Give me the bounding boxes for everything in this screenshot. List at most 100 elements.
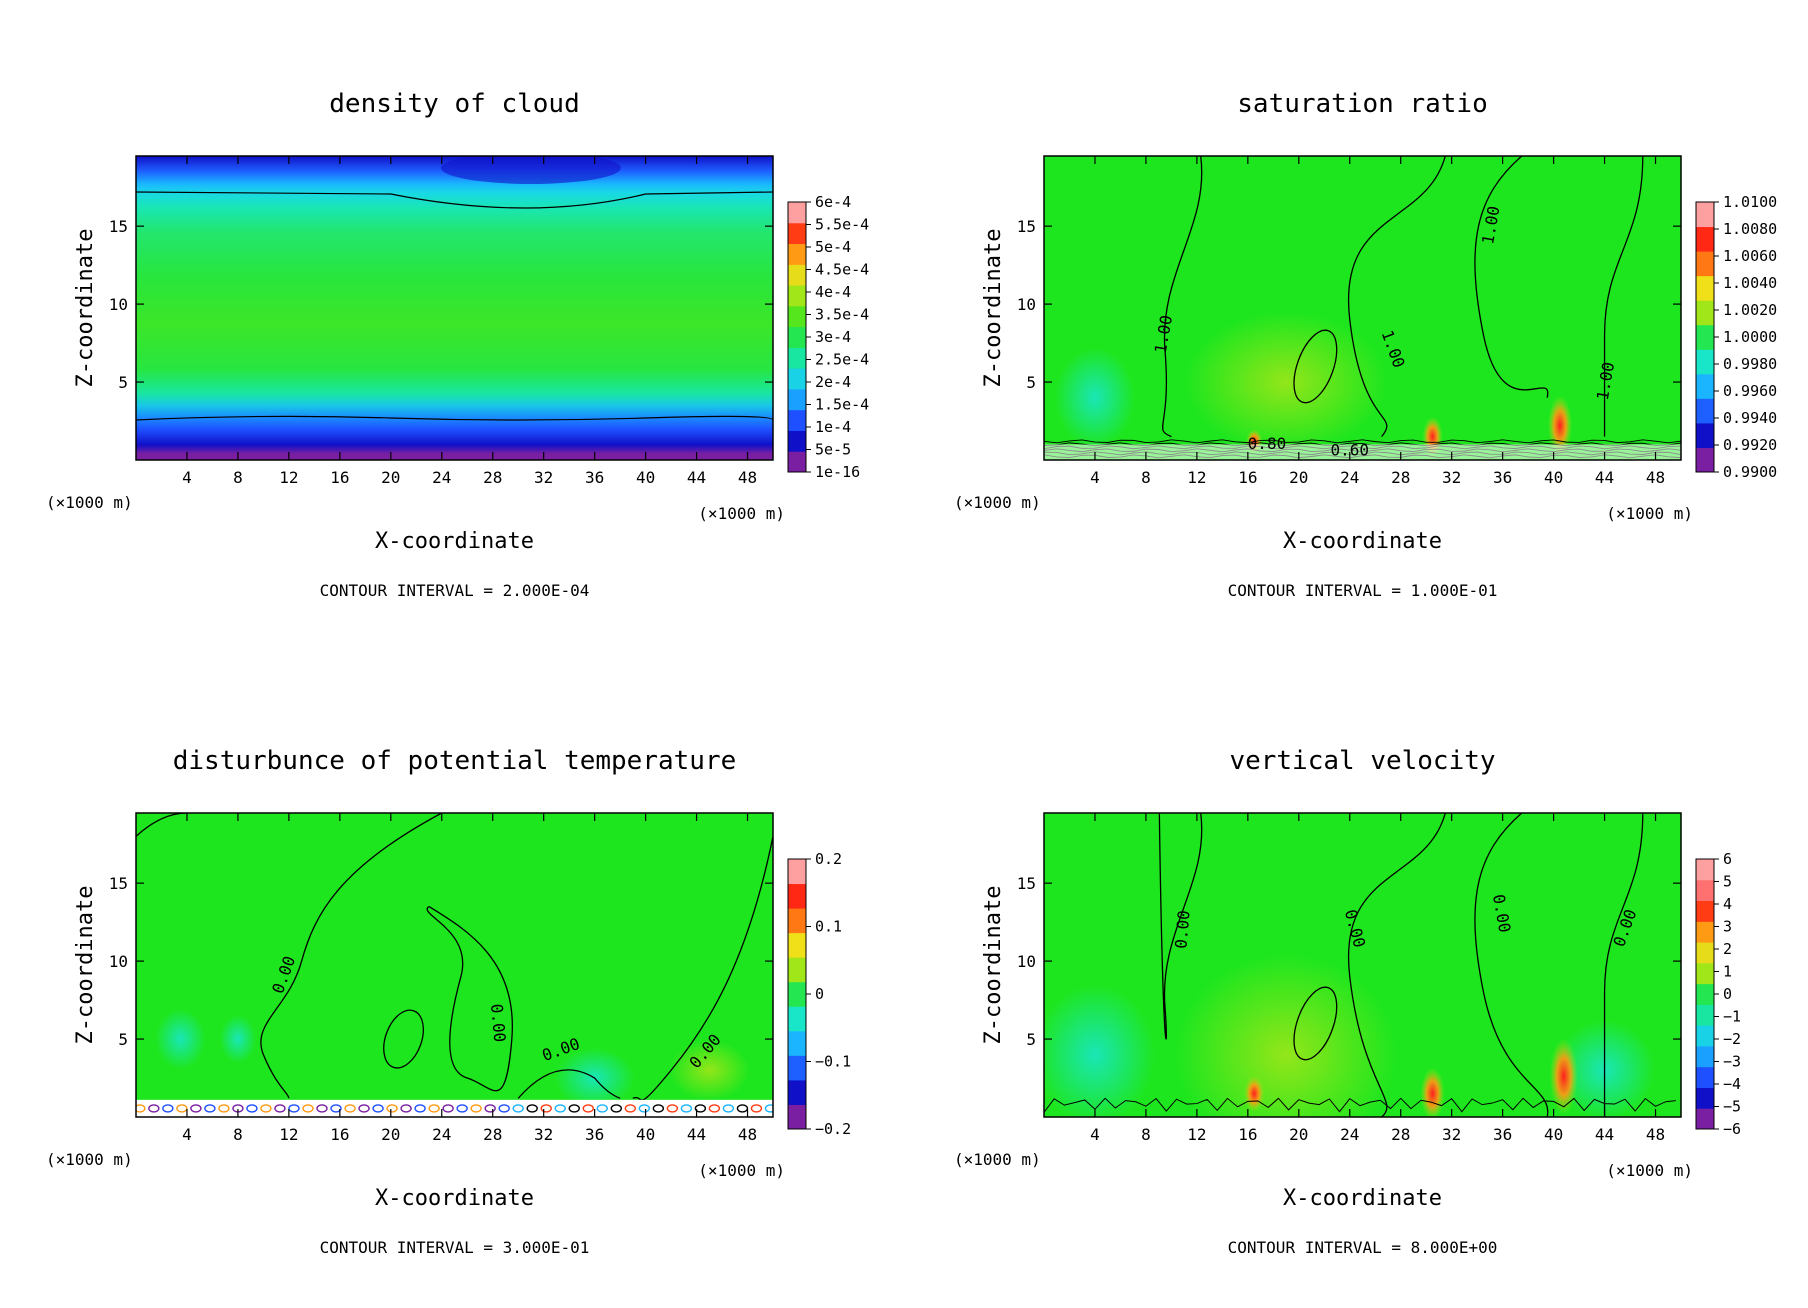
- plot-frame: [135, 155, 774, 461]
- colorbar-swatch: [1696, 373, 1714, 399]
- contour-line: [456, 1104, 468, 1113]
- contour-line: [1158, 813, 1203, 1040]
- x-unit-label-right: (×1000 m): [1606, 1161, 1693, 1180]
- colorbar-swatch: [788, 1030, 806, 1056]
- x-tick-label: 40: [1544, 1125, 1563, 1144]
- x-tick-label: 20: [1289, 1125, 1308, 1144]
- field-feature: [669, 1040, 750, 1101]
- plot-frame: [1043, 155, 1682, 461]
- colorbar-label: 4.5e-4: [815, 261, 869, 279]
- x-tick-label: 28: [1391, 468, 1410, 487]
- colorbar-swatch: [788, 451, 806, 473]
- colorbar-swatch: [1696, 324, 1714, 350]
- colorbar-label: 3: [1723, 918, 1732, 936]
- colorbar-label: 0: [815, 985, 824, 1003]
- field-feature: [219, 1015, 256, 1064]
- x-tick-label: 24: [432, 1125, 451, 1144]
- field-feature: [136, 1099, 773, 1117]
- plot-frame: [135, 812, 774, 1118]
- x-tick-label: 36: [585, 468, 604, 487]
- colorbar-label: 1e-4: [815, 418, 851, 436]
- x-tick-label: 8: [233, 468, 243, 487]
- colorbar-swatch: [1696, 1025, 1714, 1047]
- x-tick-label: 4: [1090, 468, 1100, 487]
- plot-area: 1.00 1.001.001.000.80 0.60: [1044, 156, 1681, 460]
- field-feature: [1547, 395, 1572, 456]
- contour-line: [302, 1104, 314, 1113]
- colorbar-label: 1.0080: [1723, 220, 1777, 238]
- contour-line: [1293, 329, 1338, 404]
- colorbar-swatch: [788, 388, 806, 411]
- colorbar-label: 0.9980: [1723, 355, 1777, 373]
- colorbar-swatch: [1696, 983, 1714, 1005]
- x-tick-label: 20: [381, 1125, 400, 1144]
- colorbar-label: 3.5e-4: [815, 306, 869, 324]
- y-tick-label: 5: [1026, 1030, 1036, 1049]
- colorbar-label: 5: [1723, 873, 1732, 891]
- colorbar-swatch: [1696, 962, 1714, 985]
- x-tick-label: 24: [432, 468, 451, 487]
- y-tick-label: 10: [1017, 295, 1036, 314]
- colorbar-label: 2: [1723, 940, 1732, 958]
- heatmap-field: [136, 156, 773, 460]
- field-feature: [1244, 1075, 1265, 1112]
- x-tick-label: 32: [534, 468, 553, 487]
- colorbar-swatch: [788, 347, 806, 369]
- colorbar-swatch: [788, 285, 806, 307]
- contour-line: [162, 1104, 174, 1113]
- contour-interval: CONTOUR INTERVAL = 2.000E-04: [320, 581, 590, 600]
- x-tick-label: 16: [330, 468, 349, 487]
- colorbar-swatch: [788, 908, 806, 934]
- colorbar-swatch: [788, 1055, 806, 1081]
- colorbar-label: 5e-5: [815, 441, 851, 459]
- contour-line: [484, 1104, 496, 1113]
- x-tick-label: 48: [1646, 468, 1665, 487]
- colorbar-swatch: [788, 409, 806, 431]
- x-tick-label: 4: [182, 468, 192, 487]
- x-unit-label-left: (×1000 m): [954, 1150, 1041, 1169]
- colorbar-label: 1.0000: [1723, 328, 1777, 346]
- contour-line: [1474, 813, 1549, 1117]
- colorbar-swatch: [1696, 300, 1714, 326]
- colorbar-swatch: [788, 981, 806, 1007]
- contour-line: [1347, 156, 1446, 438]
- y-tick-label: 5: [118, 373, 128, 392]
- chart-title: disturbunce of potential temperature: [173, 746, 737, 776]
- y-tick-label: 15: [1017, 217, 1036, 236]
- contour-line: [428, 1104, 440, 1113]
- contour-line: [694, 1104, 707, 1113]
- contour-line: [736, 1104, 749, 1113]
- x-tick-label: 44: [1595, 1125, 1614, 1144]
- x-tick-label: 24: [1340, 1125, 1359, 1144]
- contour-line: [610, 1104, 622, 1113]
- field-feature: [1176, 954, 1397, 1117]
- colorbar-swatch: [788, 932, 806, 958]
- colorbar-label: 0: [1723, 985, 1732, 1003]
- contour-line: [383, 1009, 424, 1069]
- contour-line: [204, 1104, 216, 1113]
- colorbar-label: −5: [1723, 1098, 1741, 1116]
- colorbar-swatch: [788, 264, 806, 286]
- x-tick-label: 4: [182, 1125, 192, 1144]
- contour-line: [1347, 813, 1446, 1117]
- contour-interval: CONTOUR INTERVAL = 3.000E-01: [320, 1238, 590, 1257]
- plot-area: [136, 156, 773, 460]
- colorbar-swatch: [1696, 1045, 1714, 1068]
- contour-line: [568, 1104, 580, 1113]
- colorbar-label: 0.9920: [1723, 436, 1777, 454]
- x-tick-label: 28: [483, 468, 502, 487]
- contour-line: [148, 1104, 160, 1113]
- x-tick-label: 4: [1090, 1125, 1100, 1144]
- field-feature: [1549, 1038, 1578, 1115]
- y-axis-label: Z-coordinate: [981, 886, 1006, 1045]
- contour-line: [526, 1104, 538, 1113]
- x-tick-label: 40: [636, 468, 655, 487]
- plot-frame: [1043, 812, 1682, 1118]
- x-tick-label: 28: [1391, 1125, 1410, 1144]
- contour-line: [400, 1104, 412, 1113]
- y-tick-label: 10: [1017, 952, 1036, 971]
- x-tick-label: 12: [1187, 1125, 1206, 1144]
- contour-line: [136, 415, 773, 421]
- x-tick-label: 48: [738, 1125, 757, 1144]
